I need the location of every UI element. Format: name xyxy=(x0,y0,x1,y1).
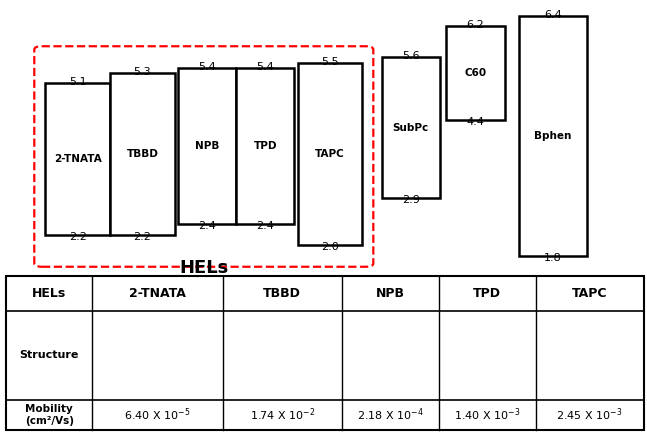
Bar xyxy=(382,57,440,198)
Bar xyxy=(298,63,362,245)
Text: TPD: TPD xyxy=(473,287,501,300)
Text: 5.6: 5.6 xyxy=(402,51,420,61)
Text: 6.40 X 10$^{-5}$: 6.40 X 10$^{-5}$ xyxy=(124,407,191,423)
Bar xyxy=(236,68,294,224)
Text: TAPC: TAPC xyxy=(572,287,608,300)
Text: 1.40 X 10$^{-3}$: 1.40 X 10$^{-3}$ xyxy=(454,407,520,423)
Text: 2.9: 2.9 xyxy=(402,195,420,205)
Text: TBBD: TBBD xyxy=(126,149,159,159)
Bar xyxy=(110,73,175,235)
Text: 2.2: 2.2 xyxy=(69,232,87,241)
Bar xyxy=(178,68,236,224)
Text: 2.45 X 10$^{-3}$: 2.45 X 10$^{-3}$ xyxy=(556,407,623,423)
Text: 2.2: 2.2 xyxy=(133,232,151,241)
Text: 5.4: 5.4 xyxy=(256,62,274,72)
Text: Structure: Structure xyxy=(19,350,79,360)
Bar xyxy=(519,16,587,256)
Text: 2-TNATA: 2-TNATA xyxy=(54,154,102,164)
Bar xyxy=(446,26,505,120)
Text: 5.5: 5.5 xyxy=(321,57,339,67)
Text: 5.1: 5.1 xyxy=(69,77,87,87)
Text: SubPc: SubPc xyxy=(393,123,429,133)
Text: Bphen: Bphen xyxy=(534,130,572,141)
Text: 1.74 X 10$^{-2}$: 1.74 X 10$^{-2}$ xyxy=(250,407,315,423)
Text: 2.4: 2.4 xyxy=(256,221,274,231)
Text: TAPC: TAPC xyxy=(315,149,345,159)
Text: C60: C60 xyxy=(465,68,487,78)
Text: NPB: NPB xyxy=(376,287,405,300)
Text: 5.4: 5.4 xyxy=(198,62,216,72)
Text: 2-TNATA: 2-TNATA xyxy=(129,287,186,300)
Bar xyxy=(45,83,110,235)
Text: HELs: HELs xyxy=(32,287,67,300)
Text: Mobility
(cm²/Vs): Mobility (cm²/Vs) xyxy=(25,403,74,426)
Text: 5.3: 5.3 xyxy=(133,67,151,77)
Text: 6.2: 6.2 xyxy=(466,20,485,30)
Text: 6.4: 6.4 xyxy=(544,10,562,19)
Text: TPD: TPD xyxy=(254,141,277,151)
Text: NPB: NPB xyxy=(195,141,219,151)
Text: 2.0: 2.0 xyxy=(321,242,339,252)
Text: 2.18 X 10$^{-4}$: 2.18 X 10$^{-4}$ xyxy=(357,407,424,423)
Text: 2.4: 2.4 xyxy=(198,221,216,231)
Text: TBBD: TBBD xyxy=(263,287,302,300)
Text: HELs: HELs xyxy=(179,259,228,277)
Text: 4.4: 4.4 xyxy=(466,117,485,127)
Text: 1.8: 1.8 xyxy=(544,253,562,263)
